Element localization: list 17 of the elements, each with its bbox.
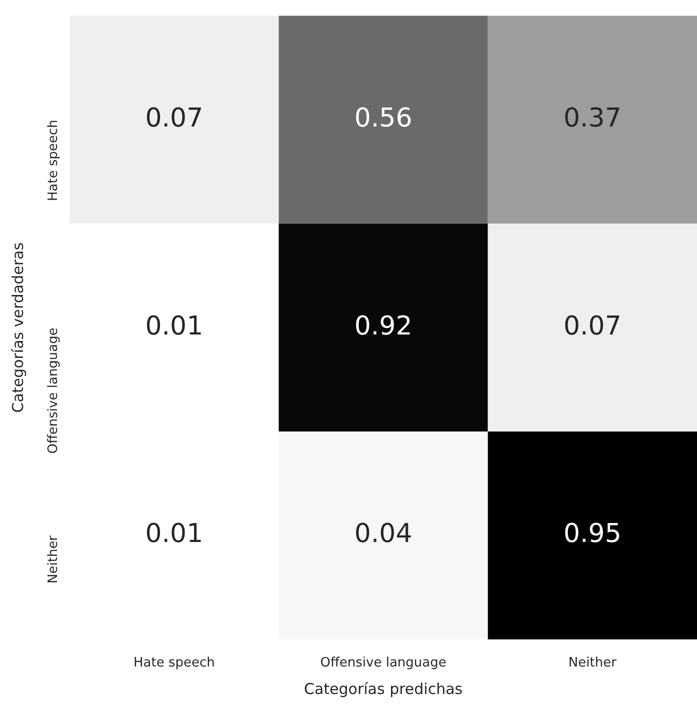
data-label: 0.07 bbox=[145, 103, 204, 134]
y-tick-label: Hate speech bbox=[46, 120, 61, 202]
y-axis-title: Categorías verdaderas bbox=[8, 242, 27, 413]
data-label: 0.37 bbox=[563, 103, 622, 134]
y-tick-label: Offensive language bbox=[46, 328, 61, 454]
y-tick-label: Neither bbox=[46, 534, 61, 584]
data-label: 0.56 bbox=[354, 103, 412, 134]
data-label: 0.92 bbox=[354, 311, 412, 342]
data-label: 0.01 bbox=[145, 311, 204, 342]
data-label: 0.07 bbox=[563, 311, 622, 342]
x-tick-label: Neither bbox=[568, 656, 618, 671]
data-label: 0.95 bbox=[563, 519, 622, 550]
x-tick-label: Offensive language bbox=[320, 656, 446, 671]
x-axis-title: Categorías predichas bbox=[304, 680, 463, 698]
x-tick-label: Hate speech bbox=[133, 656, 215, 671]
data-label: 0.04 bbox=[354, 519, 412, 550]
data-label: 0.01 bbox=[145, 519, 204, 550]
